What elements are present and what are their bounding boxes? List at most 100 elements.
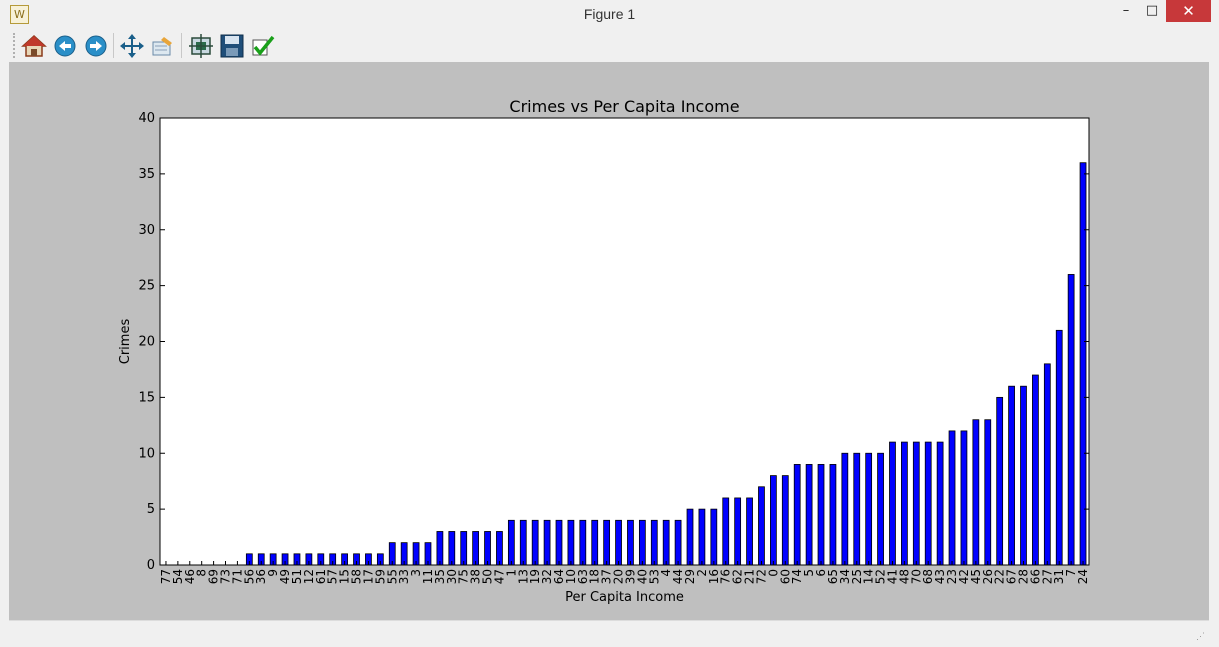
x-tick-label: 17 [361,569,375,584]
bar [936,441,944,566]
bar [484,531,491,566]
x-tick-label: 68 [921,569,935,584]
bar [889,441,896,566]
x-tick-label: 51 [290,569,304,584]
x-tick-label: 65 [826,569,840,584]
bar [615,519,622,566]
bar [591,519,599,566]
bar [1020,385,1027,566]
x-tick-label: 32 [540,569,554,584]
x-tick-label: 73 [219,569,233,584]
x-axis-label: Per Capita Income [565,590,684,605]
bar [746,497,753,566]
bar [853,452,861,566]
subplots-button[interactable] [188,33,214,59]
bar [543,519,551,566]
bar [638,519,646,566]
bar [972,419,980,566]
y-tick-label: 20 [138,335,155,350]
x-tick-label: 23 [945,569,959,584]
bar [650,519,658,566]
bar [496,531,503,566]
y-tick-label: 15 [138,390,155,405]
bar [674,519,682,566]
back-arrow-icon [54,35,76,57]
x-tick-label: 3 [409,569,423,577]
x-tick-label: 72 [754,569,768,584]
x-tick-label: 64 [552,569,566,584]
x-tick-label: 31 [1052,569,1066,584]
figure-canvas[interactable]: 0 5 10 15 20 25 30 35 40 77 54 46 8 69 73 71 56 36 9 49 51 1… [9,62,1209,620]
bar [698,508,706,566]
bar [781,475,789,566]
x-tick-label: 74 [790,569,804,584]
forward-arrow-icon [85,35,107,57]
x-tick-label: 61 [314,569,328,584]
bar [662,519,670,566]
y-tick-label: 35 [138,167,155,182]
minimize-button[interactable]: – [1122,3,1130,18]
x-tick-label: 16 [707,569,721,584]
x-tick-label: 37 [600,569,614,584]
bar [865,452,873,566]
x-tick-label: 18 [588,569,602,584]
x-tick-label: 25 [850,569,864,584]
bar [960,430,968,566]
bar [519,519,527,566]
x-tick-label: 5 [802,569,816,577]
x-tick-label: 19 [528,569,542,584]
x-tick-label: 8 [195,569,209,577]
bar [1067,274,1075,566]
zoom-button[interactable] [150,33,176,59]
x-tick-label: 71 [230,569,244,584]
x-tick-label: 77 [159,569,173,584]
back-button[interactable] [52,33,78,59]
x-tick-label: 49 [278,569,292,584]
x-tick-label: 34 [838,569,852,584]
x-tick-label: 0 [766,569,780,577]
close-button[interactable]: ✕ [1166,0,1211,22]
toolbar-separator [181,33,182,58]
save-button[interactable] [219,33,245,59]
x-tick-label: 43 [933,569,947,584]
y-tick-label: 5 [147,502,155,517]
save-floppy-icon [220,34,244,58]
navigation-toolbar [9,29,1209,62]
bar [555,519,563,566]
y-tick-label: 0 [147,558,155,573]
x-tick-label: 42 [957,569,971,584]
x-tick-label: 53 [647,569,661,584]
x-tick-label: 50 [481,569,495,584]
bar [567,519,575,566]
x-tick-label: 67 [1005,569,1019,584]
x-tick-label: 60 [778,569,792,584]
home-button[interactable] [21,33,47,59]
x-tick-label: 52 [874,569,888,584]
x-tick-label: 63 [576,569,590,584]
x-tick-label: 38 [469,569,483,584]
home-icon [21,34,47,57]
resize-grip[interactable]: ⋰ [1196,631,1205,641]
app-icon: W [10,5,29,24]
bar [472,531,479,566]
bar [877,452,884,566]
x-tick-label: 26 [981,569,995,584]
edit-button[interactable] [250,33,276,59]
maximize-button[interactable]: □ [1145,3,1159,18]
x-tick-label: 29 [683,569,697,584]
forward-button[interactable] [83,33,109,59]
x-tick-label: 33 [397,569,411,584]
y-tick-label: 40 [138,111,155,126]
pan-move-icon [120,34,144,58]
x-tick-label: 15 [338,569,352,584]
zoom-rect-icon [152,37,172,56]
pan-button[interactable] [119,33,145,59]
x-tick-label: 21 [743,569,757,584]
window-left-edge [0,62,9,622]
x-tick-label: 41 [885,569,899,584]
x-tick-label: 10 [564,569,578,584]
x-tick-label: 70 [909,569,923,584]
x-tick-label: 40 [635,569,649,584]
bar [507,519,515,566]
